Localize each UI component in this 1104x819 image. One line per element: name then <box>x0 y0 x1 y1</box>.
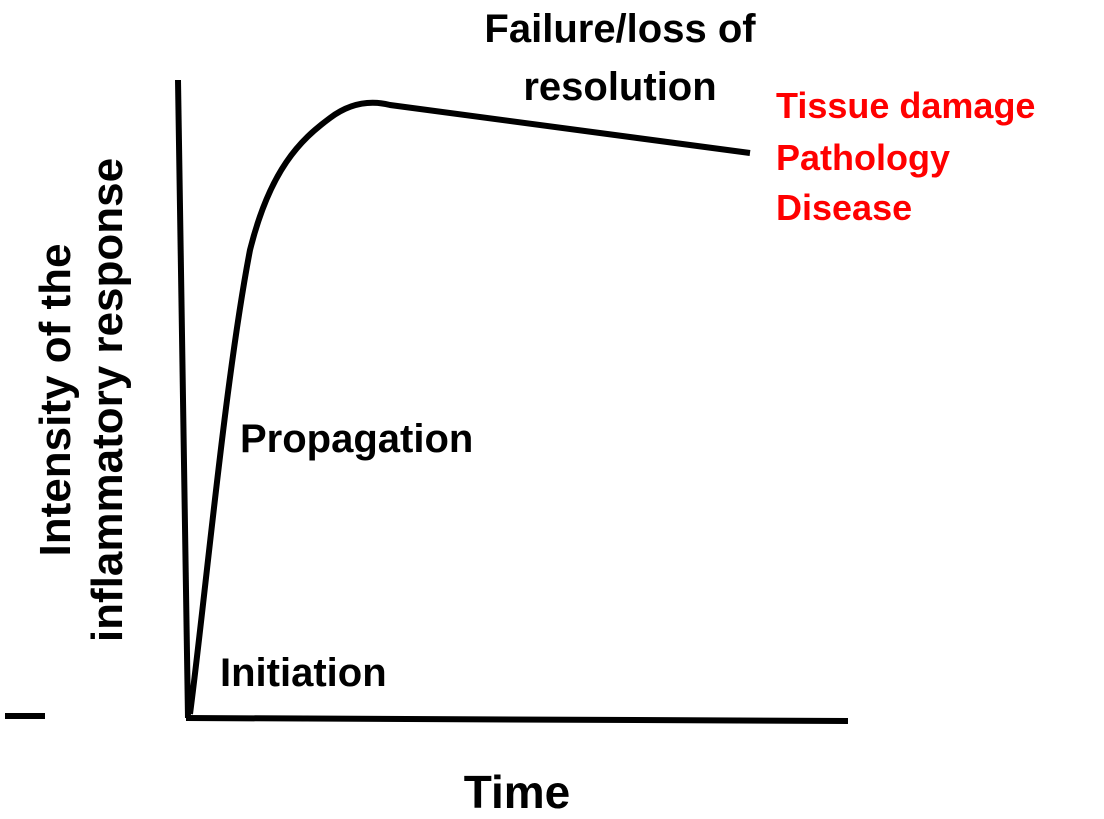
y-axis-label: Intensity of the inflammatory response <box>31 158 132 642</box>
outcome-label: Tissue damage <box>776 85 1035 126</box>
propagation-label: Propagation <box>240 417 473 461</box>
outcome-label: Pathology <box>776 137 950 178</box>
outcome-label: Disease <box>776 187 912 228</box>
initiation-label: Initiation <box>220 651 387 695</box>
y-axis-label-line: Intensity of the <box>31 244 80 557</box>
x-axis-label: Time <box>464 766 571 814</box>
failure-label: resolution <box>523 65 716 109</box>
y-axis <box>175 79 191 719</box>
y-axis-label-line: inflammatory response <box>83 158 132 642</box>
x-axis <box>185 715 849 724</box>
failure-label: Failure/loss of <box>484 7 756 51</box>
response-curve <box>187 99 751 715</box>
